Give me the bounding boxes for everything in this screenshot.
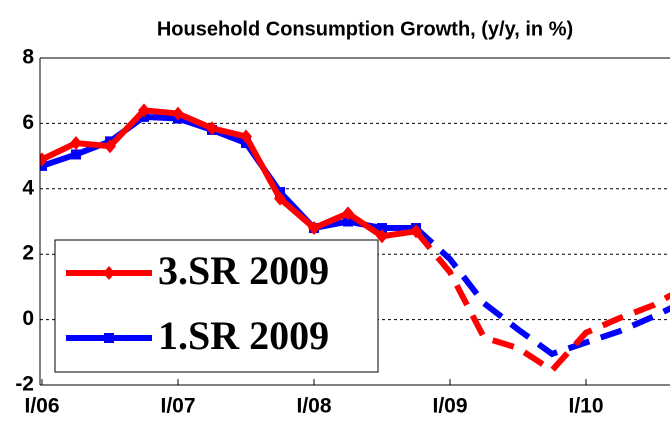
x-tick-label: I/06 — [24, 395, 59, 418]
marker — [104, 139, 116, 154]
y-tick-label: 2 — [22, 242, 34, 265]
forecast-line — [413, 229, 670, 375]
line — [40, 107, 417, 240]
x-tick-label: I/09 — [432, 395, 467, 418]
chart-title: Household Consumption Growth, (y/y, in %… — [157, 18, 573, 40]
marker — [40, 152, 48, 167]
marker — [308, 221, 320, 236]
marker — [40, 160, 47, 171]
y-tick-label: 8 — [22, 46, 34, 69]
marker — [70, 136, 82, 151]
marker — [376, 229, 388, 244]
y-tick-label: 4 — [22, 176, 34, 199]
y-tick-label: -2 — [15, 373, 34, 396]
marker — [172, 106, 184, 121]
marker — [104, 333, 114, 343]
marker — [274, 191, 286, 206]
marker — [240, 129, 252, 144]
x-tick-label: I/07 — [160, 395, 195, 418]
marker — [410, 224, 422, 239]
y-tick-label: 6 — [22, 111, 34, 134]
marker — [138, 103, 150, 118]
marker — [206, 121, 218, 136]
forecast-line — [413, 225, 670, 358]
y-tick-label: 0 — [22, 307, 34, 330]
marker — [342, 206, 354, 221]
x-tick-label: I/08 — [296, 395, 331, 418]
x-tick-label: I/10 — [568, 395, 603, 418]
marker — [377, 223, 387, 234]
marker — [103, 266, 115, 280]
marker — [71, 149, 81, 160]
legend-box — [54, 239, 379, 373]
marker — [343, 216, 353, 227]
legend-label: 1.SR 2009 — [158, 313, 329, 358]
legend-label: 3.SR 2009 — [158, 248, 329, 293]
